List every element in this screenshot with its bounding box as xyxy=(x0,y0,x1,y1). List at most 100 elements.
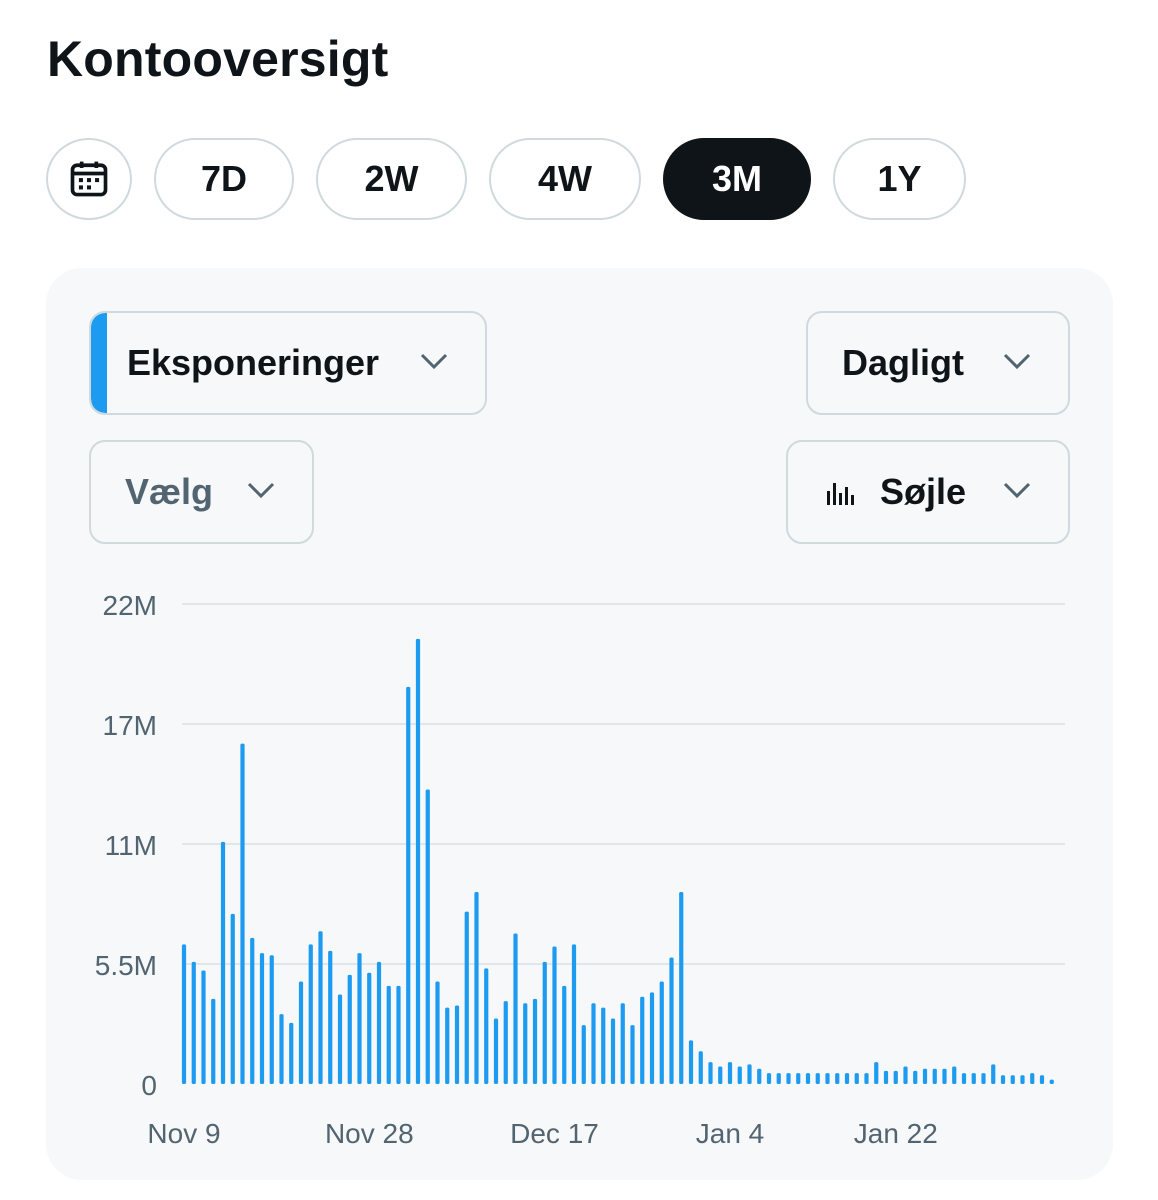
range-4w-button[interactable]: 4W xyxy=(489,138,641,220)
bar xyxy=(796,1073,801,1084)
compare-label: Vælg xyxy=(125,471,214,512)
calendar-button[interactable] xyxy=(46,138,132,220)
chart-grid xyxy=(182,603,1065,965)
bar xyxy=(893,1070,898,1084)
bar xyxy=(581,1025,586,1084)
bar xyxy=(620,1003,625,1084)
bar xyxy=(181,944,187,1084)
bar xyxy=(474,892,479,1084)
bar xyxy=(825,1073,830,1084)
range-2w-button[interactable]: 2W xyxy=(316,138,467,220)
bar xyxy=(971,1073,976,1084)
bar xyxy=(1000,1075,1006,1084)
x-axis-labels: Nov 9 Nov 28 Dec 17 Jan 4 Jan 22 xyxy=(147,1118,937,1149)
bar xyxy=(562,985,567,1084)
bar xyxy=(883,1070,889,1084)
bar xyxy=(1039,1075,1045,1084)
interval-label: Dagligt xyxy=(842,342,964,383)
y-axis-labels: 0 5.5M 11M 17M 22M xyxy=(95,590,157,1101)
bar xyxy=(737,1066,742,1084)
bar xyxy=(542,961,547,1084)
bar xyxy=(532,998,538,1084)
bar xyxy=(776,1073,781,1084)
bar xyxy=(844,1073,850,1084)
x-tick-label: Jan 4 xyxy=(696,1118,765,1149)
bar xyxy=(289,1022,294,1084)
page-title: Kontooversigt xyxy=(47,31,389,87)
bar xyxy=(669,957,674,1084)
bar xyxy=(279,1014,284,1084)
range-1y-button[interactable]: 1Y xyxy=(833,138,966,220)
bar xyxy=(357,953,362,1084)
chevron-down-icon xyxy=(420,353,448,370)
bar xyxy=(913,1070,918,1084)
bar xyxy=(308,944,313,1084)
bar xyxy=(1030,1073,1035,1084)
bar xyxy=(298,981,304,1084)
x-tick-label: Nov 9 xyxy=(147,1118,220,1149)
bar xyxy=(250,937,255,1084)
bar xyxy=(454,1005,460,1084)
bar xyxy=(269,955,274,1084)
bar xyxy=(679,892,684,1084)
bar xyxy=(630,1025,635,1084)
chevron-down-icon xyxy=(1003,353,1031,370)
metric-dropdown[interactable]: Eksponeringer xyxy=(89,311,487,415)
bar xyxy=(805,1073,811,1084)
bar xyxy=(347,974,352,1084)
bar xyxy=(211,998,216,1084)
calendar-icon xyxy=(70,161,108,197)
bar-chart-icon xyxy=(827,483,854,505)
chart-bars xyxy=(181,638,1054,1084)
bar xyxy=(698,1051,703,1084)
bar xyxy=(259,953,265,1084)
bar xyxy=(864,1073,869,1084)
interval-dropdown[interactable]: Dagligt xyxy=(806,311,1070,415)
chart-type-dropdown[interactable]: Søjle xyxy=(786,440,1070,544)
bar xyxy=(659,981,664,1084)
x-tick-label: Nov 28 xyxy=(325,1118,414,1149)
bar xyxy=(786,1073,791,1084)
bar xyxy=(688,1040,694,1084)
bar xyxy=(191,961,196,1084)
bar xyxy=(435,981,440,1084)
y-tick-label: 22M xyxy=(103,590,157,621)
bar xyxy=(396,985,401,1084)
bar xyxy=(484,968,489,1084)
bar xyxy=(991,1064,996,1084)
bar xyxy=(503,1001,508,1084)
x-tick-label: Dec 17 xyxy=(510,1118,599,1149)
bar xyxy=(1020,1075,1025,1084)
y-tick-label: 11M xyxy=(105,830,157,861)
bar xyxy=(220,841,226,1084)
bar xyxy=(942,1068,947,1084)
impressions-bar-chart: 0 5.5M 11M 17M 22M Nov 9 Nov 28 Dec 17 Jan 4 Jan… xyxy=(95,590,1065,1149)
bar xyxy=(708,1062,713,1084)
metric-label: Eksponeringer xyxy=(127,342,380,383)
bar xyxy=(649,992,655,1084)
bar xyxy=(571,944,577,1084)
bar xyxy=(747,1064,752,1084)
bar xyxy=(367,972,372,1084)
bar xyxy=(240,743,245,1084)
range-3m-button[interactable]: 3M xyxy=(663,138,811,220)
bar xyxy=(201,970,206,1084)
bar xyxy=(932,1068,937,1084)
bar xyxy=(230,913,235,1084)
bar xyxy=(513,933,518,1084)
bar xyxy=(718,1066,723,1084)
range-7d-button[interactable]: 7D xyxy=(154,138,294,220)
bar xyxy=(1049,1079,1054,1084)
bar xyxy=(610,1018,616,1084)
bar xyxy=(815,1073,820,1084)
bar xyxy=(415,638,421,1084)
bar xyxy=(727,1062,733,1084)
bar xyxy=(835,1073,840,1084)
bar xyxy=(318,931,323,1084)
bar xyxy=(874,1062,879,1084)
bar xyxy=(854,1073,859,1084)
compare-dropdown[interactable]: Vælg xyxy=(89,440,314,544)
y-tick-label: 17M xyxy=(103,710,157,741)
bar xyxy=(766,1073,772,1084)
bar xyxy=(922,1068,928,1084)
